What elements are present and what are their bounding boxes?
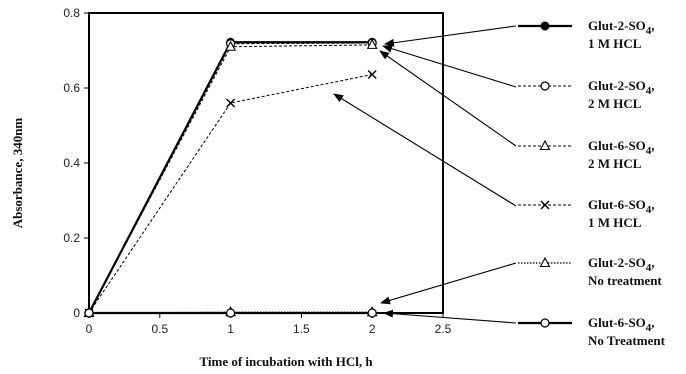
series-3 bbox=[83, 38, 378, 318]
legend-entry-2: Glut-2-SO4,2 M HCL bbox=[518, 78, 655, 111]
axes: 0 0.5 1 1.5 2 2.5 0 0.2 0.4 0.6 0.8 bbox=[63, 6, 451, 336]
legend-arrow bbox=[383, 309, 517, 324]
legend-entry-1: Glut-2-SO4,1 M HCL bbox=[518, 18, 655, 51]
legend-label-line2: No treatment bbox=[588, 273, 662, 288]
data-point bbox=[366, 38, 378, 49]
legend-marker bbox=[540, 21, 550, 31]
x-axis-label: Time of incubation with HCl, h bbox=[199, 354, 373, 369]
data-point bbox=[226, 98, 236, 108]
series-4 bbox=[84, 70, 377, 318]
data-point bbox=[225, 40, 237, 51]
legend-entry-5: Glut-2-SO4,No treatment bbox=[518, 255, 662, 288]
legend-label: Glut-6-SO4, bbox=[588, 315, 655, 334]
x-tick-label: 2.5 bbox=[435, 322, 452, 336]
legend-marker bbox=[540, 200, 550, 210]
y-tick-label: 0 bbox=[73, 306, 80, 320]
legend-entry-3: Glut-6-SO4,2 M HCL bbox=[518, 138, 655, 171]
legend-label: Glut-2-SO4, bbox=[588, 78, 655, 97]
series-1 bbox=[84, 37, 377, 318]
legend-label-line2: 1 M HCL bbox=[588, 36, 642, 51]
legend-arrow bbox=[333, 93, 517, 207]
legend-arrow bbox=[379, 50, 517, 147]
legend-marker bbox=[539, 256, 551, 268]
y-tick-label: 0.6 bbox=[63, 81, 80, 95]
legend-label: Glut-6-SO4, bbox=[588, 138, 655, 157]
legend-entry-4: Glut-6-SO4,1 M HCL bbox=[518, 197, 655, 230]
legend-label-line2: 2 M HCL bbox=[588, 96, 642, 111]
y-tick-label: 0.8 bbox=[63, 6, 80, 20]
legend-label-line2: No Treatment bbox=[588, 333, 666, 348]
y-tick-label: 0.4 bbox=[63, 156, 80, 170]
y-tick-label: 0.2 bbox=[63, 231, 80, 245]
series-line bbox=[88, 41, 373, 314]
series-line bbox=[88, 42, 373, 314]
legend-arrow bbox=[380, 262, 517, 305]
legend-marker bbox=[540, 318, 550, 328]
series-6 bbox=[84, 308, 377, 318]
x-tick-label: 1 bbox=[227, 322, 234, 336]
x-tick-label: 0.5 bbox=[151, 322, 168, 336]
legend-arrows bbox=[333, 25, 517, 324]
legend-arrow bbox=[382, 44, 517, 88]
x-tick-label: 2 bbox=[369, 322, 376, 336]
data-point bbox=[226, 308, 236, 318]
legend-marker bbox=[539, 139, 551, 151]
y-axis-label: Absorbance, 340nm bbox=[10, 118, 25, 229]
series-2 bbox=[84, 38, 377, 318]
legend-label-line2: 2 M HCL bbox=[588, 156, 642, 171]
legend-label-line2: 1 M HCL bbox=[588, 215, 642, 230]
legend-label: Glut-2-SO4, bbox=[588, 18, 655, 37]
data-point bbox=[367, 70, 377, 79]
legend-arrow bbox=[384, 25, 517, 47]
series-group bbox=[83, 37, 378, 318]
legend-label: Glut-2-SO4, bbox=[588, 255, 655, 274]
series-line bbox=[88, 44, 373, 314]
data-point bbox=[84, 308, 94, 318]
series-line bbox=[88, 74, 373, 314]
legend-entry-6: Glut-6-SO4,No Treatment bbox=[518, 315, 666, 348]
x-tick-label: 0 bbox=[86, 322, 93, 336]
x-tick-label: 1.5 bbox=[293, 322, 310, 336]
data-point bbox=[367, 308, 377, 318]
legend-marker bbox=[540, 81, 550, 91]
legend-label: Glut-6-SO4, bbox=[588, 197, 655, 216]
